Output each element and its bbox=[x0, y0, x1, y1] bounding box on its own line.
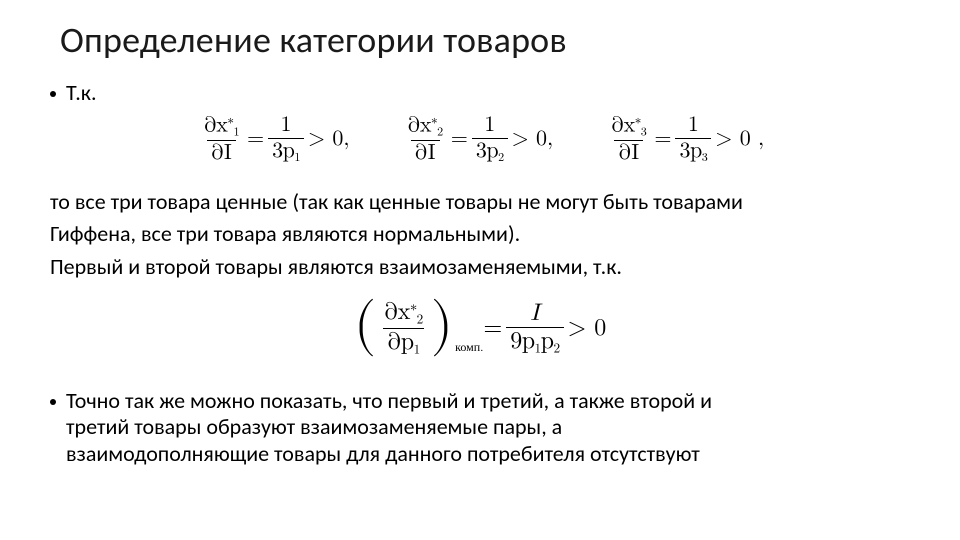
paragraph-1-line-1: то все три товара ценные (так как ценные… bbox=[50, 189, 910, 216]
bullet-dot bbox=[50, 91, 56, 97]
bullet-1: Т.к. bbox=[50, 80, 910, 107]
slide-title: Определение категории товаров bbox=[60, 18, 910, 62]
bullet-2-line-3: взаимодополняющие товары для данного пот… bbox=[66, 441, 910, 468]
slide-body: Т.к. ∂x∗1 ∂I = 1 3p1 > 0, bbox=[50, 80, 910, 468]
equation-row-1: ∂x∗1 ∂I = 1 3p1 > 0, ∂x∗2 bbox=[50, 113, 910, 167]
slide: Определение категории товаров Т.к. ∂x∗1 … bbox=[0, 0, 960, 540]
bullet-1-text: Т.к. bbox=[66, 80, 910, 107]
bullet-2: Точно так же можно показать, что первый … bbox=[50, 388, 910, 468]
eq-term-3: ∂x∗3 ∂I = 1 3p3 > 0 , bbox=[603, 113, 764, 167]
paragraph-1-line-2: Гиффена, все три товара являются нормаль… bbox=[50, 221, 910, 248]
eq-term-2: ∂x∗2 ∂I = 1 3p2 > 0, bbox=[400, 113, 554, 167]
paragraph-1-line-3: Первый и второй товары являются взаимоза… bbox=[50, 254, 910, 281]
eq-term-1: ∂x∗1 ∂I = 1 3p1 > 0, bbox=[196, 113, 350, 167]
bullet-2-line-1: Точно так же можно показать, что первый … bbox=[66, 388, 910, 415]
equation-block-2: ( ∂x∗2 ∂p1 ) комп. = I bbox=[50, 299, 910, 358]
bullet-2-line-2: третий товары образуют взаимозаменяемые … bbox=[66, 414, 910, 441]
bullet-dot bbox=[50, 399, 56, 405]
bullet-2-text: Точно так же можно показать, что первый … bbox=[66, 388, 910, 468]
